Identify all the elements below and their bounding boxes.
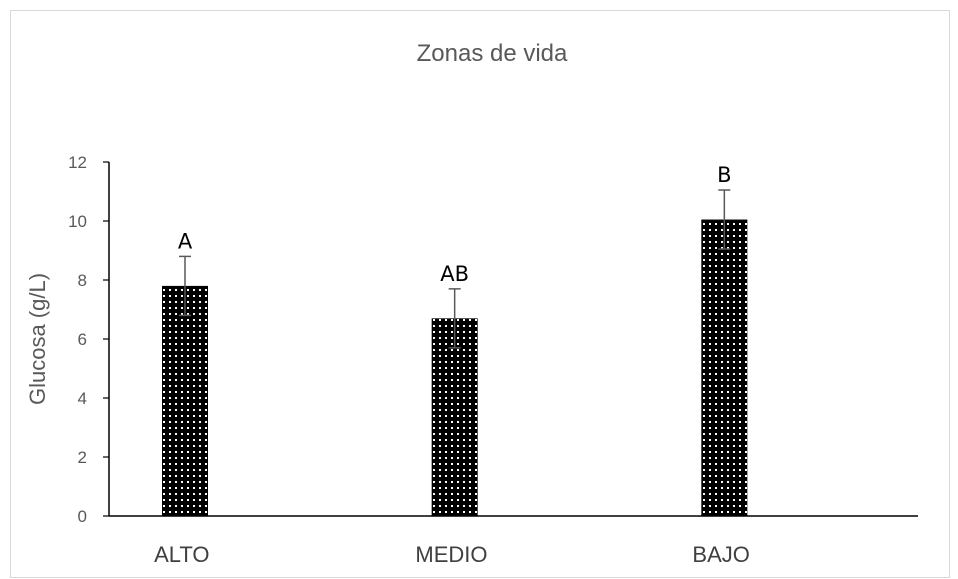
- bar-medio: [431, 318, 478, 516]
- y-tick-label: 4: [78, 389, 87, 408]
- x-tick-label: BAJO: [692, 542, 749, 567]
- x-tick-label: MEDIO: [415, 542, 487, 567]
- y-tick-label: 12: [68, 153, 87, 172]
- y-tick-label: 2: [78, 448, 87, 467]
- chart-title: Zonas de vida: [417, 40, 568, 67]
- y-tick-label: 10: [68, 212, 87, 231]
- significance-label: B: [717, 163, 731, 187]
- bar-alto: [162, 285, 208, 516]
- y-axis-label: Glucosa (g/L): [25, 273, 50, 405]
- y-tick-label: 6: [78, 330, 87, 349]
- bar-bajo: [701, 219, 748, 516]
- x-tick-label: ALTO: [154, 542, 209, 567]
- y-tick-label: 8: [78, 271, 87, 290]
- significance-label: AB: [440, 262, 469, 286]
- y-tick-label: 0: [78, 507, 87, 526]
- significance-label: A: [178, 229, 193, 253]
